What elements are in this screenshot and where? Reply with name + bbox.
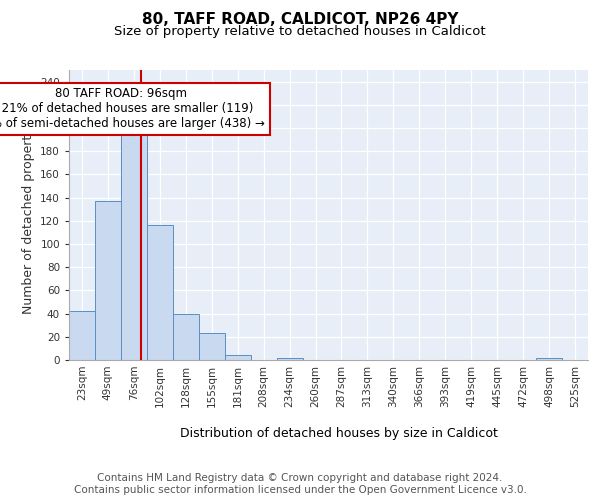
Text: 80, TAFF ROAD, CALDICOT, NP26 4PY: 80, TAFF ROAD, CALDICOT, NP26 4PY: [142, 12, 458, 28]
Y-axis label: Number of detached properties: Number of detached properties: [22, 116, 35, 314]
Text: 80 TAFF ROAD: 96sqm
← 21% of detached houses are smaller (119)
78% of semi-detac: 80 TAFF ROAD: 96sqm ← 21% of detached ho…: [0, 88, 265, 130]
Text: Contains HM Land Registry data © Crown copyright and database right 2024.
Contai: Contains HM Land Registry data © Crown c…: [74, 474, 526, 495]
Bar: [147, 226, 173, 360]
Bar: [121, 124, 147, 360]
Text: Size of property relative to detached houses in Caldicot: Size of property relative to detached ho…: [114, 25, 486, 38]
Bar: [277, 358, 302, 360]
Bar: [173, 314, 199, 360]
Bar: [536, 358, 562, 360]
Bar: [69, 312, 95, 360]
Bar: [225, 356, 251, 360]
Text: Distribution of detached houses by size in Caldicot: Distribution of detached houses by size …: [180, 428, 498, 440]
Bar: [95, 201, 121, 360]
Bar: [199, 334, 224, 360]
